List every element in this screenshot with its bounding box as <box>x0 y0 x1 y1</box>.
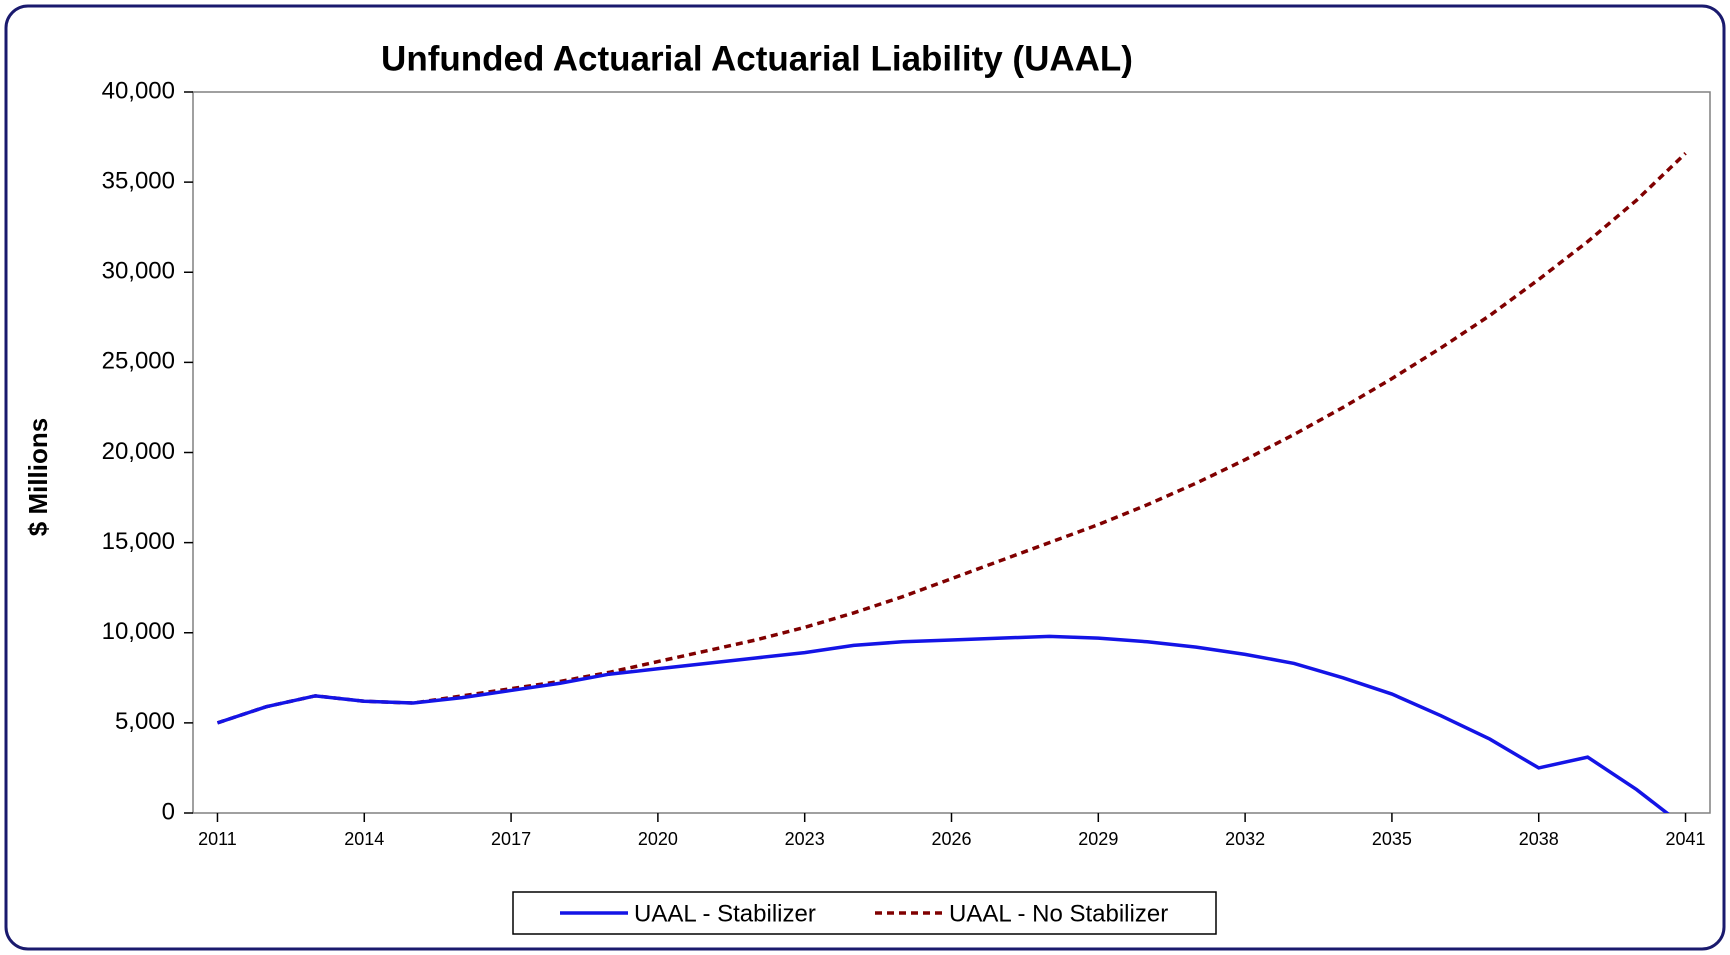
x-tick-label: 2038 <box>1519 829 1559 849</box>
y-tick-label: 5,000 <box>115 708 175 735</box>
x-tick-label: 2026 <box>931 829 971 849</box>
y-tick-label: 30,000 <box>102 258 175 285</box>
x-tick-label: 2029 <box>1078 829 1118 849</box>
legend-label: UAAL - Stabilizer <box>634 900 816 927</box>
x-tick-label: 2011 <box>198 829 237 849</box>
y-tick-label: 15,000 <box>102 528 175 555</box>
y-tick-label: 35,000 <box>102 167 175 194</box>
chart-title: Unfunded Actuarial Actuarial Liability (… <box>381 39 1133 78</box>
legend-label: UAAL - No Stabilizer <box>949 900 1168 927</box>
series-line <box>216 634 1670 813</box>
x-tick-label: 2020 <box>638 829 678 849</box>
y-tick-label: 25,000 <box>102 348 175 375</box>
x-tick-label: 2032 <box>1225 829 1265 849</box>
frame <box>4 4 1726 951</box>
y-tick-label: 10,000 <box>102 618 175 645</box>
x-tick-label: 2041 <box>1666 829 1706 849</box>
x-tick-label: 2023 <box>785 829 825 849</box>
x-tick-label: 2014 <box>344 829 384 849</box>
y-tick-label: 0 <box>162 798 175 825</box>
x-tick-label: 2035 <box>1372 829 1412 849</box>
y-tick-label: 20,000 <box>102 438 175 465</box>
y-tick-label: 40,000 <box>102 77 175 104</box>
y-axis-label: $ Millions <box>23 418 53 536</box>
series-line <box>216 152 1687 725</box>
plot-lines <box>216 152 1687 813</box>
legend <box>512 891 1217 935</box>
x-tick-label: 2017 <box>491 829 531 849</box>
